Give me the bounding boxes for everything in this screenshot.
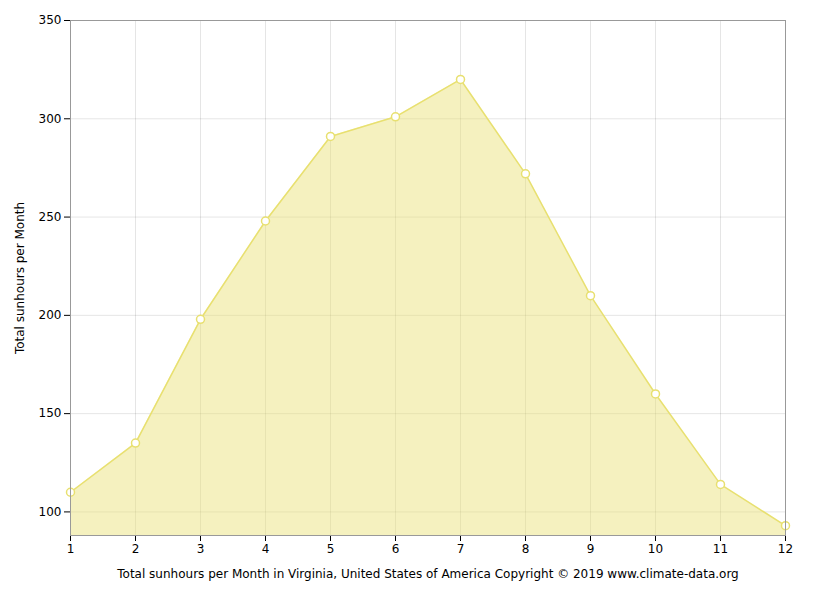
svg-text:11: 11 — [713, 542, 728, 556]
svg-text:10: 10 — [648, 542, 663, 556]
svg-text:6: 6 — [392, 542, 400, 556]
svg-text:Total sunhours per Month in Vi: Total sunhours per Month in Virginia, Un… — [116, 567, 738, 581]
svg-text:250: 250 — [39, 210, 62, 224]
svg-text:Total sunhours per Month: Total sunhours per Month — [13, 202, 27, 355]
svg-text:8: 8 — [522, 542, 530, 556]
svg-text:100: 100 — [39, 505, 62, 519]
svg-text:150: 150 — [39, 406, 62, 420]
svg-text:200: 200 — [39, 308, 62, 322]
svg-text:1: 1 — [67, 542, 75, 556]
svg-text:4: 4 — [262, 542, 270, 556]
svg-text:300: 300 — [39, 112, 62, 126]
svg-text:12: 12 — [778, 542, 793, 556]
svg-text:9: 9 — [587, 542, 595, 556]
svg-text:3: 3 — [197, 542, 205, 556]
svg-text:2: 2 — [132, 542, 140, 556]
svg-text:350: 350 — [39, 13, 62, 27]
svg-text:7: 7 — [457, 542, 465, 556]
svg-text:5: 5 — [327, 542, 335, 556]
